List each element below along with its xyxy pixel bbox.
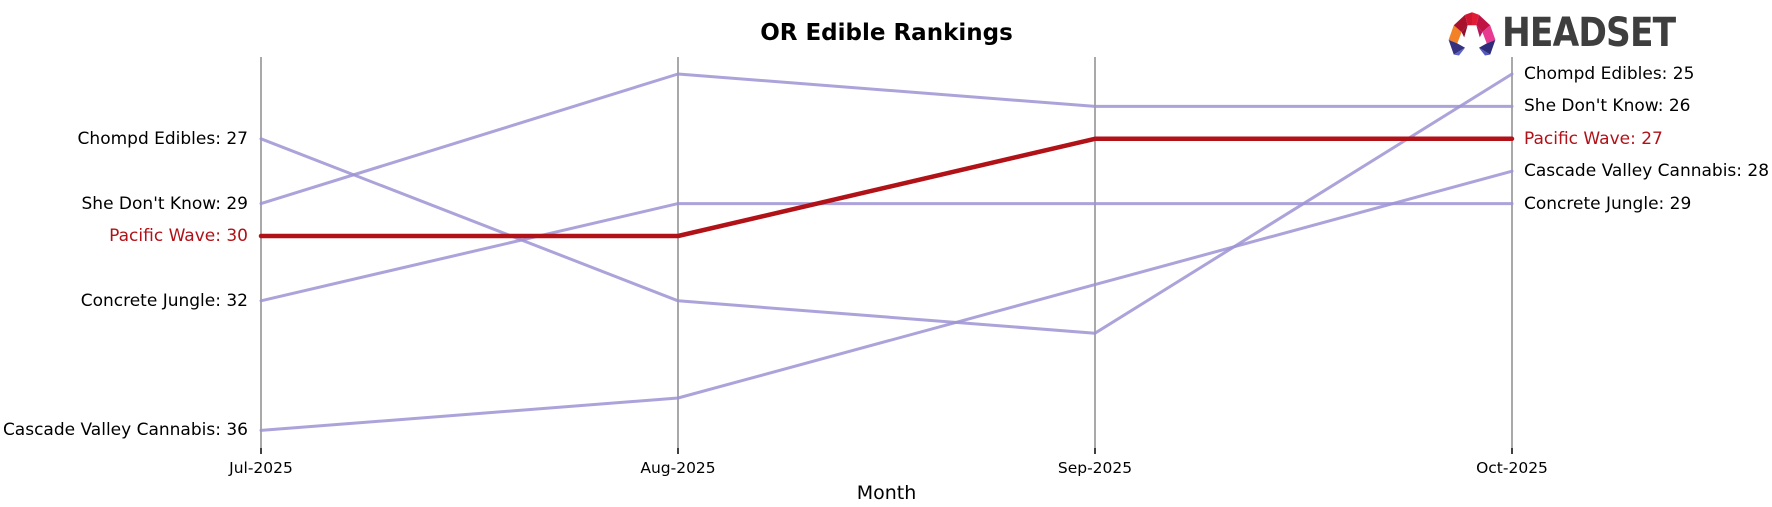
series-label-right: Concrete Jungle: 29 [1524, 193, 1692, 214]
headset-logo: HEADSET [1446, 8, 1703, 58]
series-label-left: Chompd Edibles: 27 [77, 128, 248, 149]
headset-logo-text: HEADSET [1502, 10, 1676, 56]
series-line-pacific-wave [258, 136, 1515, 239]
x-tick-label: Aug-2025 [640, 459, 716, 477]
x-tick-label: Sep-2025 [1057, 459, 1133, 477]
series-label-left: Pacific Wave: 30 [109, 226, 248, 246]
x-axis-label: Month [856, 482, 917, 504]
chart-title: OR Edible Rankings [760, 20, 1013, 46]
series-line-she-don-t-know [259, 72, 1514, 206]
x-tick-label: Oct-2025 [1476, 459, 1548, 477]
series-label-left: Concrete Jungle: 32 [80, 290, 248, 311]
series-line-concrete-jungle [259, 202, 1514, 303]
series-label-left: She Don't Know: 29 [81, 193, 249, 214]
series-label-right: Pacific Wave: 27 [1524, 128, 1663, 149]
headset-logo-icon [1448, 12, 1496, 56]
series-label-right: Chompd Edibles: 25 [1524, 64, 1695, 84]
series-label-right: Cascade Valley Cannabis: 28 [1524, 161, 1770, 182]
series-line-cascade-valley-cannabis [259, 169, 1514, 432]
x-tick-label: Jul-2025 [229, 459, 293, 477]
series-label-left: Cascade Valley Cannabis: 36 [2, 420, 248, 441]
series-label-right: She Don't Know: 26 [1524, 96, 1691, 117]
